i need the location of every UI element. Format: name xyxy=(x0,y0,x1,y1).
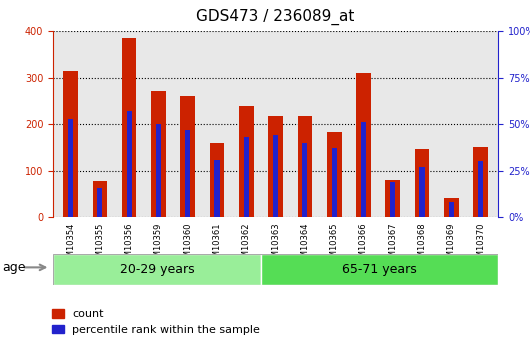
Bar xyxy=(361,122,366,217)
Bar xyxy=(185,130,190,217)
Bar xyxy=(261,254,498,285)
Bar xyxy=(151,91,166,217)
Bar xyxy=(273,135,278,217)
Legend: count, percentile rank within the sample: count, percentile rank within the sample xyxy=(48,305,264,339)
Bar xyxy=(180,96,195,217)
Bar xyxy=(68,119,73,217)
Bar xyxy=(122,38,137,217)
Bar xyxy=(63,71,78,217)
Bar xyxy=(385,180,400,217)
Bar xyxy=(414,149,429,217)
Bar xyxy=(390,182,395,217)
Bar xyxy=(356,73,371,217)
Text: 65-71 years: 65-71 years xyxy=(342,263,417,276)
Text: GDS473 / 236089_at: GDS473 / 236089_at xyxy=(197,9,355,25)
Bar xyxy=(473,148,488,217)
Bar xyxy=(449,203,454,217)
Text: 20-29 years: 20-29 years xyxy=(120,263,194,276)
Text: age: age xyxy=(3,261,26,274)
Bar xyxy=(297,116,312,217)
Bar xyxy=(156,124,161,217)
Bar xyxy=(444,198,458,217)
Bar xyxy=(244,137,249,217)
Bar xyxy=(268,116,283,217)
Bar xyxy=(210,143,224,217)
Bar xyxy=(327,132,341,217)
Bar xyxy=(478,161,483,217)
Bar xyxy=(93,181,107,217)
Bar xyxy=(127,111,132,217)
Bar xyxy=(239,106,254,217)
Bar xyxy=(302,143,307,217)
Bar xyxy=(98,188,102,217)
Bar xyxy=(332,148,337,217)
Bar xyxy=(419,167,425,217)
Bar xyxy=(53,254,261,285)
Bar xyxy=(215,160,219,217)
